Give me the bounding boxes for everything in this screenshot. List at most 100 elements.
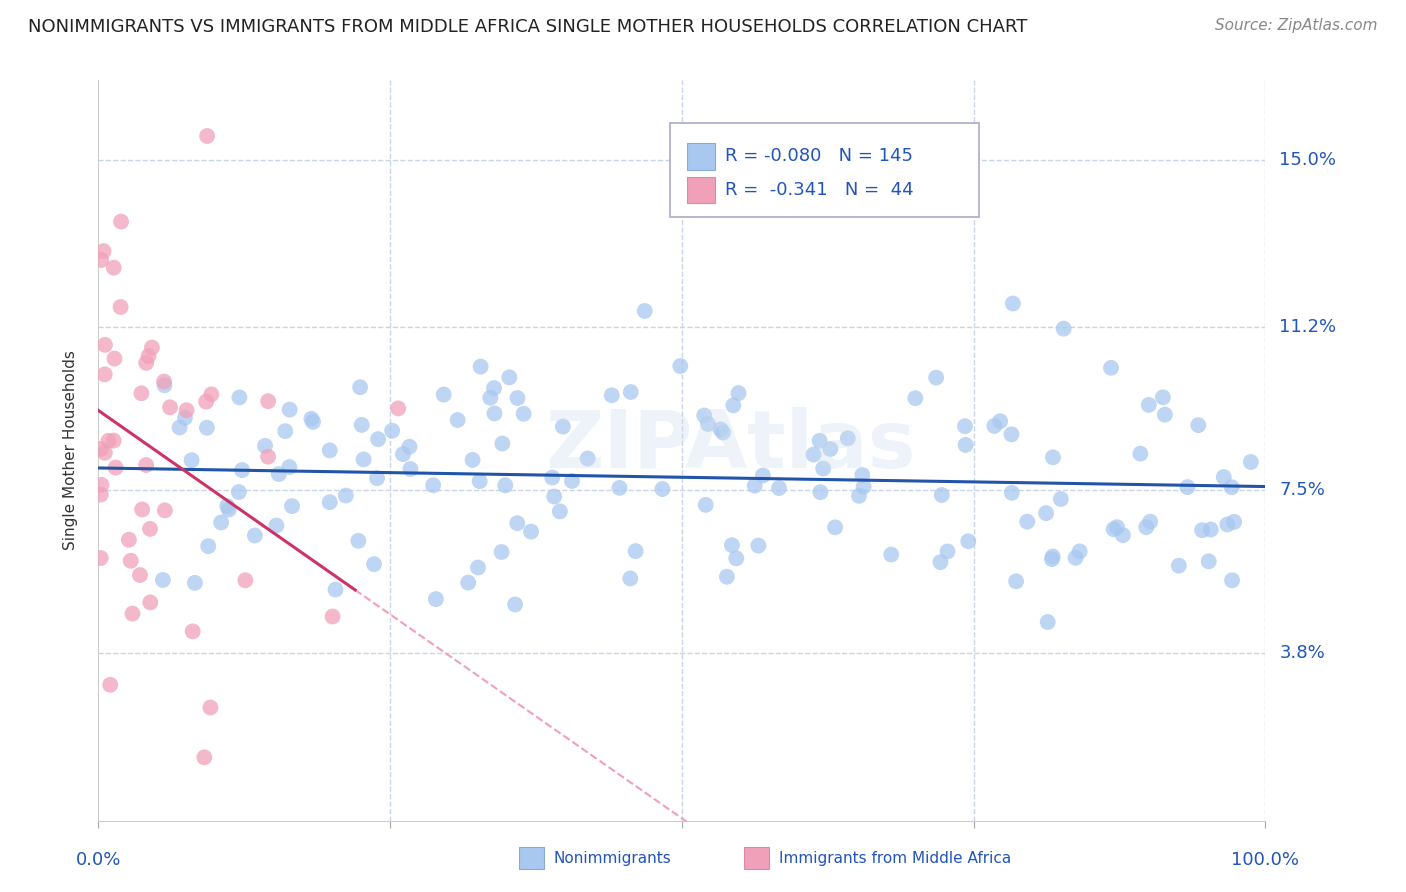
Point	[387, 401, 409, 416]
Point	[1187, 418, 1209, 433]
Point	[561, 474, 583, 488]
Point	[193, 750, 215, 764]
Point	[299, 411, 322, 425]
Point	[353, 452, 375, 467]
Point	[103, 351, 125, 366]
Point	[1220, 480, 1243, 494]
Point	[576, 451, 599, 466]
Point	[131, 502, 153, 516]
Point	[503, 598, 526, 612]
Point	[231, 463, 253, 477]
Text: 11.2%: 11.2%	[1279, 318, 1337, 336]
Text: 7.5%: 7.5%	[1279, 481, 1326, 500]
Text: 0.0%: 0.0%	[76, 851, 121, 869]
Point	[988, 414, 1011, 428]
Point	[278, 460, 301, 475]
Point	[233, 573, 256, 587]
Point	[118, 533, 141, 547]
Point	[153, 503, 176, 517]
Point	[1042, 450, 1064, 465]
Point	[228, 391, 250, 405]
Point	[152, 573, 174, 587]
Point	[651, 482, 673, 496]
Point	[484, 406, 506, 420]
Point	[392, 447, 415, 461]
Point	[744, 478, 766, 492]
Point	[209, 516, 232, 530]
Point	[103, 434, 125, 448]
Point	[281, 499, 304, 513]
Point	[479, 391, 502, 405]
Point	[1099, 360, 1122, 375]
Point	[811, 461, 834, 475]
Point	[1240, 455, 1263, 469]
Point	[120, 554, 142, 568]
Point	[747, 539, 769, 553]
Point	[1049, 491, 1071, 506]
Text: Nonimmigrants: Nonimmigrants	[554, 851, 672, 865]
Point	[1036, 615, 1059, 629]
Point	[218, 502, 240, 516]
Point	[217, 500, 239, 514]
Point	[810, 485, 832, 500]
Point	[195, 421, 218, 435]
Point	[491, 545, 513, 559]
Point	[609, 481, 631, 495]
Point	[512, 407, 534, 421]
Point	[197, 539, 219, 553]
Point	[103, 260, 125, 275]
Point	[498, 370, 520, 384]
Point	[721, 538, 744, 552]
Point	[711, 425, 734, 440]
Point	[461, 453, 484, 467]
Point	[955, 438, 977, 452]
Point	[851, 468, 873, 483]
Point	[1135, 520, 1157, 534]
Point	[543, 490, 565, 504]
Point	[1064, 550, 1087, 565]
Point	[848, 489, 870, 503]
Point	[1105, 520, 1128, 534]
Point	[243, 528, 266, 542]
Point	[90, 551, 112, 566]
Point	[367, 432, 389, 446]
Point	[195, 128, 218, 143]
Point	[482, 381, 505, 395]
Point	[398, 440, 420, 454]
Point	[228, 485, 250, 500]
Point	[929, 555, 952, 569]
Point	[1139, 515, 1161, 529]
Point	[266, 518, 288, 533]
Point	[425, 592, 447, 607]
Point	[1153, 408, 1175, 422]
Point	[325, 582, 347, 597]
Point	[494, 478, 516, 492]
Point	[1199, 523, 1222, 537]
Point	[110, 214, 132, 228]
Point	[548, 504, 571, 518]
Text: 100.0%: 100.0%	[1232, 851, 1299, 869]
Point	[467, 560, 489, 574]
Point	[695, 498, 717, 512]
Point	[278, 402, 301, 417]
Point	[491, 436, 513, 450]
Point	[1053, 321, 1076, 335]
Point	[169, 420, 191, 434]
Point	[93, 368, 115, 382]
Point	[363, 557, 385, 571]
Point	[1069, 544, 1091, 558]
Point	[541, 470, 564, 484]
Point	[153, 375, 176, 389]
Point	[1000, 427, 1022, 442]
Point	[723, 398, 745, 412]
Point	[350, 417, 373, 432]
Point	[94, 446, 117, 460]
Point	[880, 548, 903, 562]
Point	[824, 520, 846, 534]
Text: R = -0.080   N = 145: R = -0.080 N = 145	[725, 147, 912, 165]
Point	[322, 609, 344, 624]
Point	[141, 341, 163, 355]
Point	[1001, 485, 1024, 500]
Point	[693, 409, 716, 423]
Point	[1223, 515, 1246, 529]
